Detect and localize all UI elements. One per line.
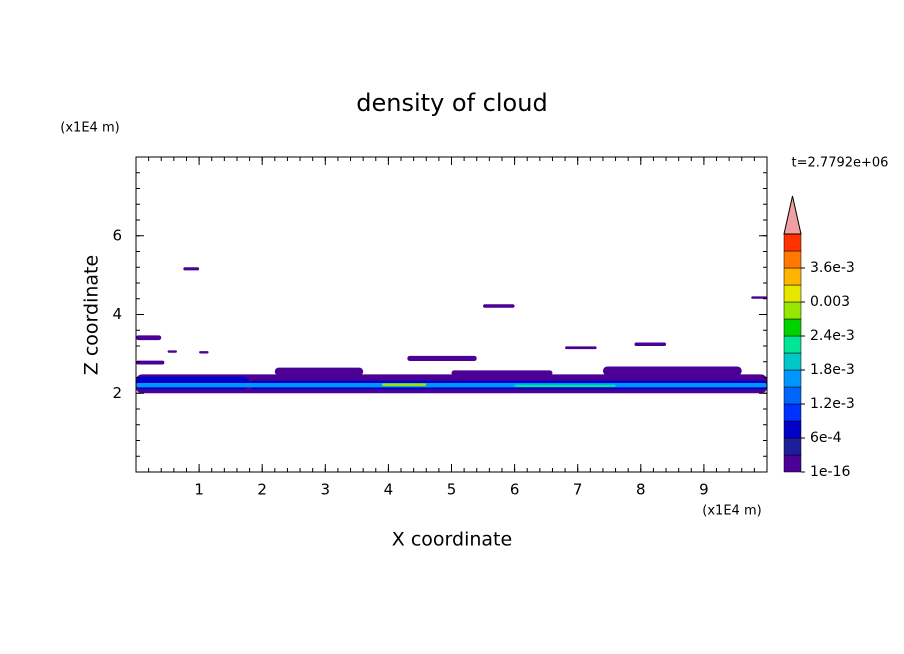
colorbar-band [783,301,802,320]
contour-patch [565,346,597,350]
contour-patch [451,370,553,376]
x-tick-label: 4 [384,481,394,499]
x-axis-label: X coordinate [392,529,512,551]
colorbar-band [783,403,802,422]
colorbar-tick-label: 1e-16 [810,464,850,480]
colorbar-band [783,250,802,269]
contour-patch [183,267,200,271]
contour-patch [751,296,767,299]
colorbar-band [783,267,802,286]
contour-patch [274,367,364,376]
colorbar-band [783,352,802,371]
x-tick-label: 9 [699,481,709,499]
colorbar-band [783,369,802,388]
contour-patch [382,383,427,387]
colorbar-tick-label: 2.4e-3 [810,328,855,344]
y-tick-label: 2 [112,384,122,402]
x-tick-label: 1 [194,481,204,499]
colorbar-band [783,233,802,252]
contour-patch [136,383,767,388]
x-tick-label: 7 [573,481,583,499]
x-tick-label: 6 [510,481,520,499]
colorbar-band [783,318,802,337]
colorbar-tick-label: 3.6e-3 [810,260,855,276]
x-tick-label: 2 [257,481,267,499]
x-tick-label: 8 [636,481,646,499]
contour-patch [602,366,742,376]
y-axis-label: Z coordinate [81,255,103,375]
contour-patch [514,384,616,387]
colorbar-band [783,454,802,473]
colorbar-band [783,437,802,456]
contour-patch [634,342,667,346]
chart-title: density of cloud [356,89,547,117]
contour-patch [136,360,165,365]
y-unit: (x1E4 m) [60,121,119,136]
x-unit: (x1E4 m) [702,504,761,519]
y-tick-label: 6 [112,226,122,244]
colorbar-tick-label: 6e-4 [810,430,842,446]
contour-patch [167,350,178,353]
contour-patch [199,351,209,354]
time-annotation: t=2.7792e+06 [792,156,889,171]
colorbar-band [783,420,802,439]
contour-patch [483,304,515,308]
colorbar-band [783,335,802,354]
colorbar-band [783,284,802,303]
x-tick-label: 5 [447,481,457,499]
y-tick-label: 4 [112,305,122,323]
colorbar-tick-label: 1.2e-3 [810,396,855,412]
contour-patch [136,335,162,341]
colorbar-tick-label: 0.003 [810,294,850,310]
colorbar-band [783,386,802,405]
colorbar-tick-label: 1.8e-3 [810,362,855,378]
x-tick-label: 3 [321,481,331,499]
colorbar-over [783,195,802,235]
contour-patch [407,355,477,361]
